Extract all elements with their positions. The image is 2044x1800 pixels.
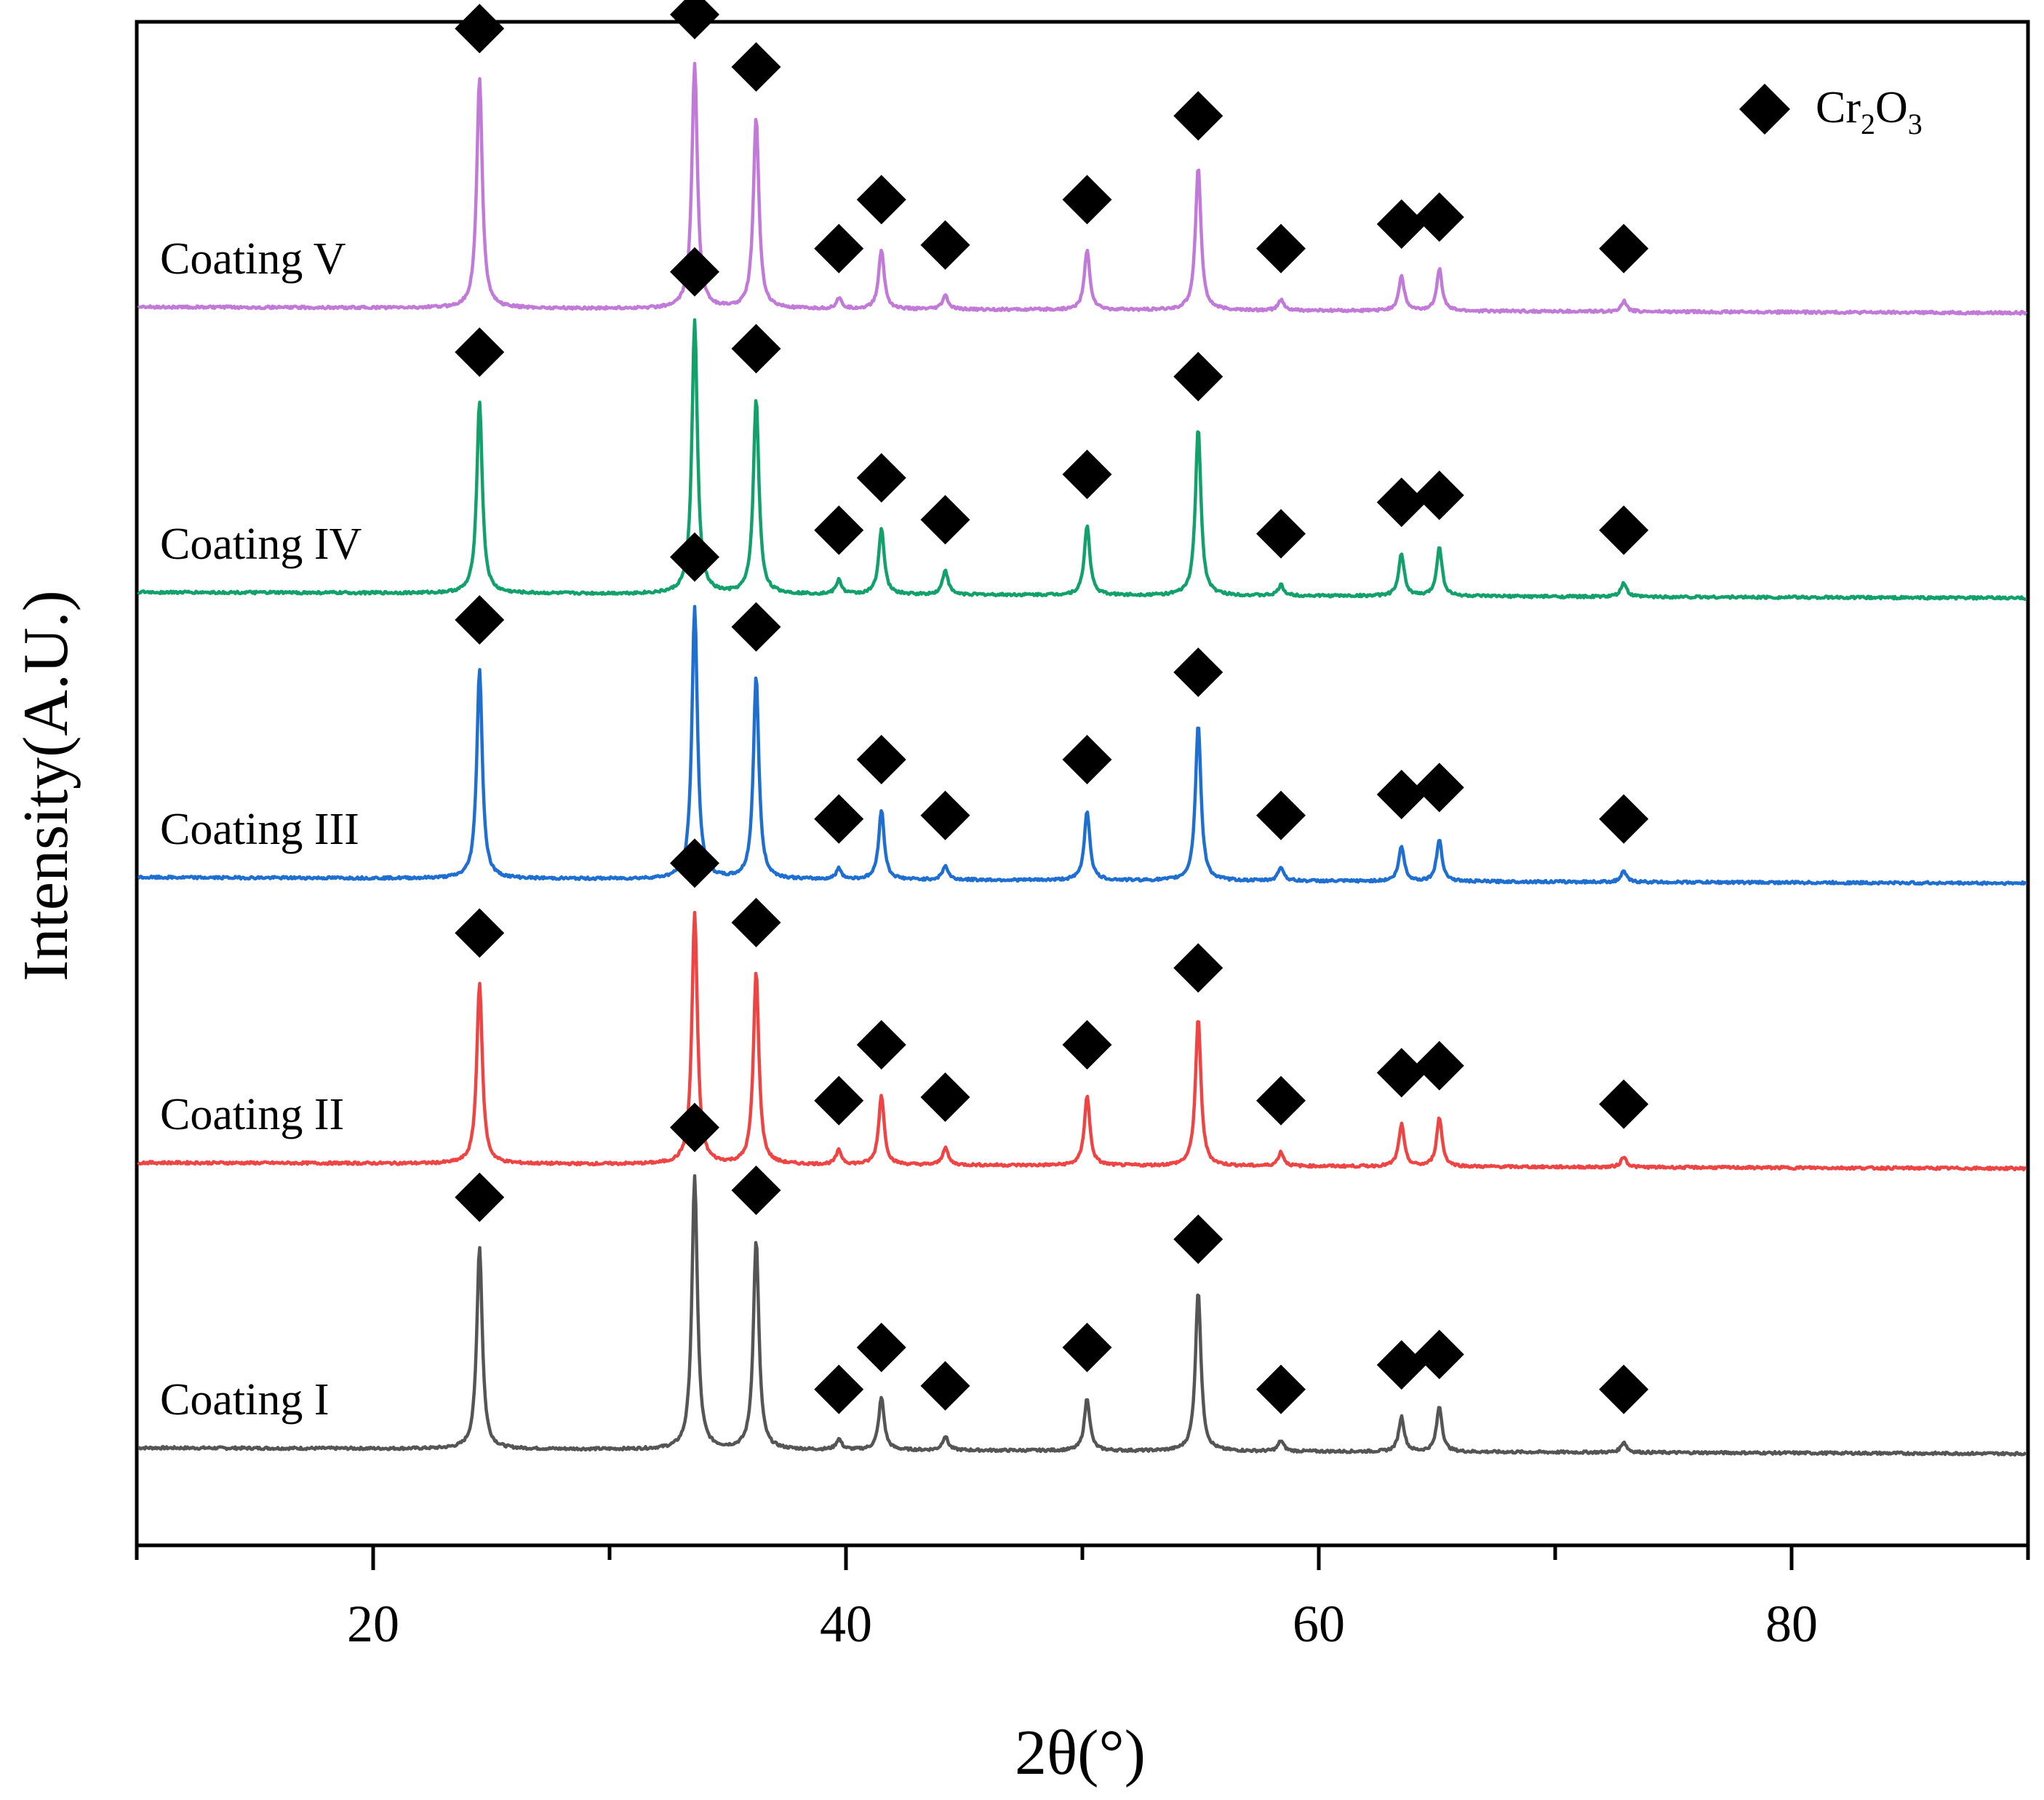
peak-marker xyxy=(731,602,781,652)
plot-frame xyxy=(135,20,2030,1548)
series-line xyxy=(137,1174,2027,1457)
series-label: Coating II xyxy=(160,1090,344,1139)
peak-marker xyxy=(455,595,505,645)
series-label: Coating V xyxy=(160,234,346,284)
peak-marker xyxy=(1414,192,1464,242)
peak-marker xyxy=(1376,477,1426,527)
peak-marker xyxy=(1173,943,1223,993)
legend-diamond-icon xyxy=(1739,84,1790,135)
peak-marker xyxy=(1599,223,1649,274)
legend-label: Cr2O3 xyxy=(1816,83,1923,140)
peak-marker xyxy=(731,324,781,374)
peak-marker xyxy=(670,247,719,297)
series-label: Coating III xyxy=(160,805,359,854)
peak-marker xyxy=(1062,735,1112,784)
series-line xyxy=(137,318,2027,601)
peak-marker xyxy=(920,790,970,840)
peak-marker xyxy=(856,1020,906,1070)
peak-marker xyxy=(1256,790,1306,840)
series-line xyxy=(137,62,2028,316)
x-tick-label: 20 xyxy=(347,1595,399,1653)
peak-marker xyxy=(1173,648,1223,697)
peak-marker xyxy=(731,898,781,947)
peak-marker xyxy=(920,1361,970,1411)
peak-marker xyxy=(814,1364,864,1414)
peak-marker xyxy=(1173,351,1223,402)
x-tick-label: 80 xyxy=(1765,1595,1818,1653)
peak-marker xyxy=(1599,1079,1649,1129)
peak-marker xyxy=(1062,175,1112,225)
x-axis-title: 2θ(°) xyxy=(1015,1718,1146,1788)
peak-marker xyxy=(1599,505,1649,555)
peak-marker xyxy=(814,223,864,274)
peak-marker xyxy=(1599,794,1649,844)
peak-marker xyxy=(455,1172,505,1222)
peak-marker xyxy=(856,1323,906,1372)
series-label: Coating IV xyxy=(160,519,362,569)
peak-marker xyxy=(1062,450,1112,499)
series-line xyxy=(137,910,2027,1171)
peak-marker xyxy=(1173,91,1223,141)
peak-marker xyxy=(1599,1364,1649,1414)
peak-marker xyxy=(1173,1214,1223,1265)
peak-marker xyxy=(856,175,906,225)
peak-marker xyxy=(920,495,970,545)
peak-marker xyxy=(731,42,781,92)
peak-marker xyxy=(814,505,864,555)
peak-markers-layer xyxy=(455,0,1649,1414)
peak-marker xyxy=(1414,1329,1464,1379)
peak-marker xyxy=(1376,770,1426,819)
peak-marker xyxy=(1414,470,1464,520)
series-line xyxy=(137,605,2027,886)
peak-marker xyxy=(1414,1040,1464,1091)
x-tick-label: 40 xyxy=(820,1595,872,1653)
x-axis-ticks: 20 40 60 80 xyxy=(135,1545,2030,1653)
peak-marker xyxy=(814,1075,864,1126)
peak-marker xyxy=(1062,1323,1112,1372)
peak-marker xyxy=(670,1102,719,1152)
y-axis-title: Intensity(A.U.) xyxy=(11,590,81,981)
peak-marker xyxy=(1376,1048,1426,1098)
peak-marker xyxy=(856,735,906,784)
peak-marker xyxy=(1256,1075,1306,1126)
peak-marker xyxy=(670,532,719,582)
peak-marker xyxy=(1256,1364,1306,1414)
series-layer: Coating I Coating II Coating III Coating IV… xyxy=(137,62,2028,1457)
peak-marker xyxy=(856,453,906,503)
peak-marker xyxy=(814,794,864,844)
peak-marker xyxy=(670,838,719,888)
legend: Cr2O3 xyxy=(1739,83,1923,140)
peak-marker xyxy=(455,4,505,54)
peak-marker xyxy=(1062,1020,1112,1070)
peak-marker xyxy=(731,1166,781,1215)
peak-marker xyxy=(1376,1340,1426,1390)
peak-marker xyxy=(670,0,719,39)
peak-marker xyxy=(455,908,505,958)
series-label: Coating I xyxy=(160,1375,329,1425)
peak-marker xyxy=(920,220,970,270)
peak-marker xyxy=(1256,509,1306,559)
peak-marker xyxy=(455,327,505,377)
peak-marker xyxy=(1256,223,1306,274)
x-tick-label: 60 xyxy=(1293,1595,1345,1653)
peak-marker xyxy=(1414,762,1464,813)
peak-marker xyxy=(1376,199,1426,249)
peak-marker xyxy=(920,1072,970,1122)
